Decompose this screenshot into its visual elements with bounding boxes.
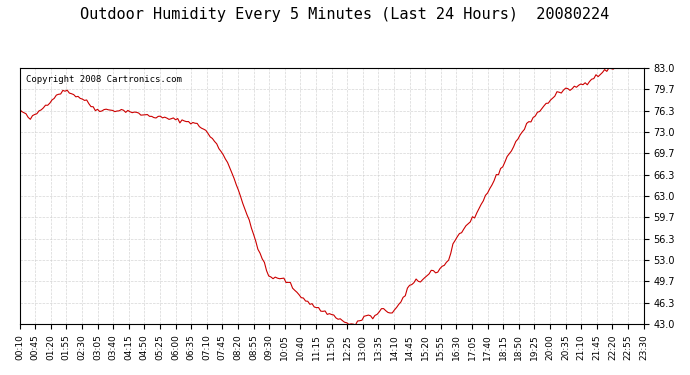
- Text: Copyright 2008 Cartronics.com: Copyright 2008 Cartronics.com: [26, 75, 181, 84]
- Text: Outdoor Humidity Every 5 Minutes (Last 24 Hours)  20080224: Outdoor Humidity Every 5 Minutes (Last 2…: [80, 8, 610, 22]
